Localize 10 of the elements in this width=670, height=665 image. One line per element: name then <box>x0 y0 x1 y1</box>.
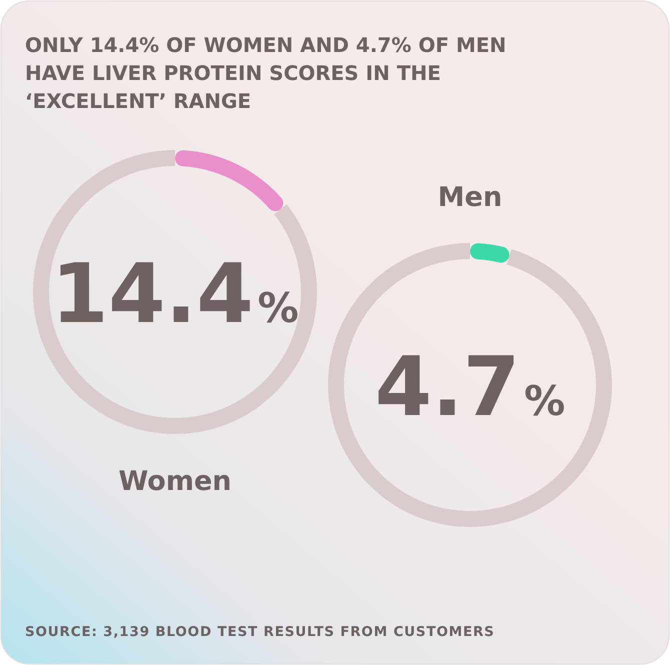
donut-slice <box>328 243 612 527</box>
chart-title: Men <box>438 182 502 213</box>
text: Women <box>118 466 232 497</box>
donut-slice <box>33 150 317 434</box>
text: ONLY 14.4% OF WOMEN AND 4.7% OF MEN HAVE LIVER PROTEIN SCORES IN THE ‘EXCELLENT’ RANGE <box>25 33 506 113</box>
text: 14.4% <box>51 247 299 342</box>
donut-slice <box>470 243 510 263</box>
text: 4.7% <box>374 340 566 435</box>
donut-slice <box>175 150 284 212</box>
source-note: SOURCE: 3,139 BLOOD TEST RESULTS FROM CUSTOMERS <box>25 624 495 640</box>
